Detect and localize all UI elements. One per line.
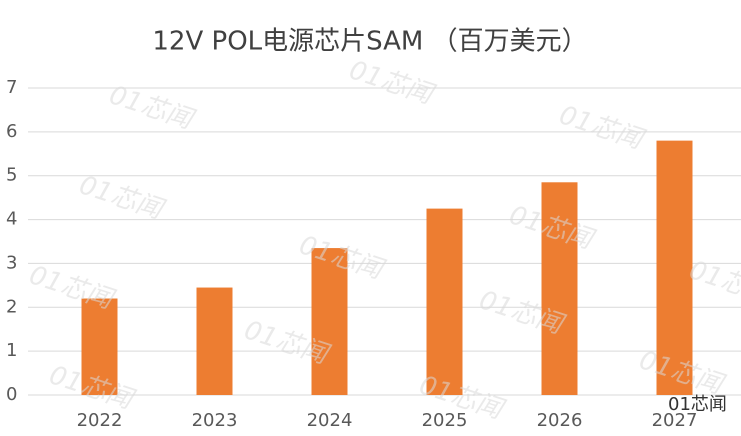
x-tick-label: 2023	[192, 410, 238, 431]
x-tick-label: 2024	[307, 410, 353, 431]
y-tick-label: 4	[6, 209, 17, 230]
bar	[311, 248, 348, 395]
y-tick-label: 7	[6, 77, 17, 98]
brand-label: 01芯闻	[668, 394, 727, 415]
bar	[541, 182, 578, 395]
bar	[426, 208, 463, 395]
y-tick-label: 2	[6, 296, 17, 317]
x-tick-label: 2025	[422, 410, 468, 431]
y-tick-label: 0	[6, 384, 17, 405]
y-tick-label: 6	[6, 121, 17, 142]
x-tick-label: 2027	[652, 410, 698, 431]
bar	[656, 140, 693, 395]
x-tick-label: 2022	[77, 410, 123, 431]
chart-title: 12V POL电源芯片SAM （百万美元）	[152, 27, 587, 57]
y-tick-label: 3	[6, 252, 17, 273]
y-tick-label: 1	[6, 340, 17, 361]
bar	[81, 298, 118, 395]
x-tick-label: 2026	[537, 410, 583, 431]
y-tick-label: 5	[6, 165, 17, 186]
bar	[196, 287, 233, 395]
